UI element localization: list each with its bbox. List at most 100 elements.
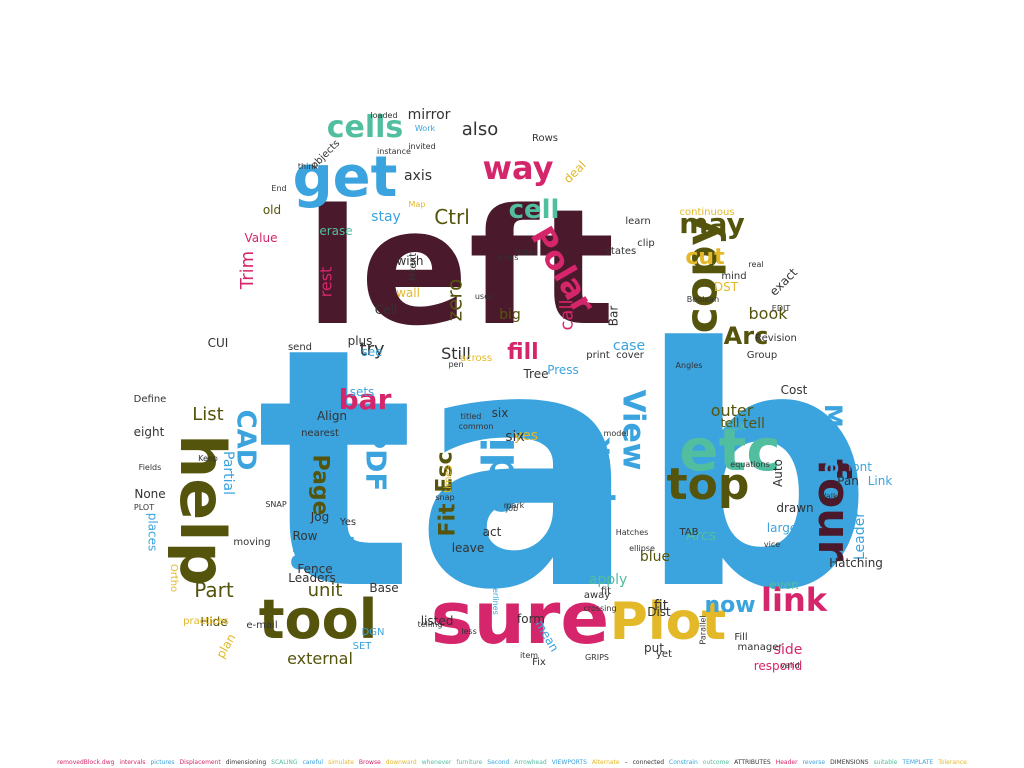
footer-word-22: reverse	[802, 759, 826, 766]
cloud-word-34: fill	[507, 340, 539, 365]
footer-word-19: outcome	[702, 759, 730, 766]
cloud-word-165: mark	[503, 501, 525, 510]
cloud-word-119: Fill	[734, 632, 748, 643]
cloud-word-84: Link	[867, 474, 893, 488]
cloud-word-107: Dist	[647, 605, 671, 619]
cloud-word-64: Cost	[780, 383, 808, 397]
cloud-word-80: None	[134, 487, 166, 501]
cloud-word-121: Tree	[523, 367, 549, 381]
cloud-word-65: case	[612, 338, 646, 354]
cloud-word-177: think	[297, 162, 319, 171]
cloud-word-71: six	[505, 429, 525, 445]
cloud-word-44: side	[773, 642, 803, 658]
cloud-word-27: Part	[194, 578, 234, 602]
cloud-word-50: call	[556, 299, 577, 331]
cloud-word-38: List	[192, 404, 224, 425]
cloud-word-174: EDIT	[771, 304, 791, 313]
cloud-word-149: learn	[625, 216, 651, 227]
cloud-word-86: even	[769, 578, 799, 592]
cloud-word-32: also	[461, 119, 499, 140]
cloud-word-19: link	[761, 581, 827, 619]
cloud-word-63: tell	[743, 416, 765, 432]
cloud-word-41: mirror	[407, 107, 451, 123]
cloud-word-102: Yes	[339, 517, 357, 528]
cloud-word-59: places	[144, 512, 159, 552]
cloud-word-26: now	[704, 593, 756, 618]
cloud-word-66: Auto	[771, 459, 785, 487]
cloud-word-151: GRIPS	[584, 653, 610, 662]
cloud-word-60: Partial	[220, 451, 236, 495]
cloud-word-127: clip	[637, 238, 655, 249]
cloud-word-58: Hide	[200, 615, 228, 629]
cloud-word-7: etc	[679, 416, 781, 484]
cloud-word-57: drawn	[776, 501, 814, 515]
cloud-word-1: left	[305, 174, 615, 361]
cloud-word-132: SET	[352, 641, 372, 652]
cloud-word-61: Row	[292, 529, 318, 543]
cloud-word-46: Arcs	[685, 528, 717, 544]
cloud-word-5: tool	[258, 588, 378, 651]
cloud-word-20: may	[679, 207, 745, 240]
cloud-word-168: pen	[448, 360, 464, 369]
cloud-word-162: times	[443, 465, 454, 493]
cloud-word-51: try	[359, 339, 385, 360]
cloud-word-126: mind	[721, 271, 747, 282]
cloud-word-124: continuous	[679, 207, 735, 218]
cloud-word-17: pick	[582, 437, 616, 503]
cloud-word-83: Fence	[297, 562, 333, 576]
cloud-word-146: Map	[408, 200, 426, 209]
cloud-word-103: moving	[233, 537, 271, 548]
cloud-word-137: manager	[737, 642, 783, 653]
cloud-word-96: yes	[513, 428, 539, 444]
footer-word-21: Header	[775, 759, 798, 766]
cloud-word-178: End	[271, 184, 287, 193]
cloud-word-77: axis	[403, 168, 433, 184]
cloud-word-76: DST	[713, 280, 739, 294]
footer-word-11: furniture	[456, 759, 483, 766]
cloud-word-92: Leaders	[288, 571, 336, 585]
cloud-word-170: Centerlines	[491, 569, 500, 615]
footer-word-10: whenever	[421, 759, 452, 766]
cloud-word-133: SNAP	[265, 500, 287, 509]
cloud-word-120: TAB	[679, 527, 699, 538]
cloud-word-18: PDF	[358, 428, 392, 492]
cloud-word-40: Size	[299, 413, 337, 434]
cloud-word-2: sure	[430, 576, 610, 660]
cloud-word-52: Cell	[374, 303, 398, 317]
cloud-word-152: Hatches	[615, 528, 649, 537]
cloud-word-115: nearest	[301, 428, 339, 439]
cloud-word-163: snap	[435, 493, 455, 502]
cloud-word-150: Boolean	[686, 295, 720, 304]
cloud-word-31: zero	[441, 278, 466, 322]
cloud-word-166: icons	[497, 253, 519, 262]
cloud-word-134: PLOT	[133, 503, 155, 512]
footer-word-1: intervals	[119, 759, 146, 766]
footer-word-7: simulate	[328, 759, 354, 766]
cloud-word-105: Group	[746, 350, 778, 361]
footer-word-17: connected	[632, 759, 665, 766]
cloud-word-0: tab	[256, 278, 874, 662]
cloud-word-117: tell	[720, 416, 740, 430]
cloud-word-12: ask	[289, 530, 371, 579]
cloud-word-155: Walk	[818, 492, 838, 501]
cloud-word-8: top	[666, 459, 750, 510]
cloud-word-129: across	[459, 353, 493, 364]
cloud-word-45: blue	[639, 549, 671, 565]
footer-word-6: careful	[302, 759, 324, 766]
cloud-word-13: way	[482, 149, 554, 187]
footer-word-0: removedBlock.dwg	[57, 759, 115, 766]
cloud-word-24: cell	[508, 195, 560, 225]
cloud-word-175: real	[748, 260, 764, 269]
cloud-word-95: form	[517, 612, 545, 626]
footer-word-24: suitable	[873, 759, 898, 766]
footer-word-3: Displacement	[179, 759, 221, 766]
cloud-word-160: titled	[460, 412, 482, 421]
cloud-word-69: put	[644, 641, 664, 655]
cloud-word-6: get	[292, 145, 398, 210]
cloud-word-164: job	[505, 504, 519, 513]
footer-word-15: Alternate	[591, 759, 620, 766]
cloud-word-108: away	[583, 590, 611, 601]
cloud-word-143: invited	[408, 142, 436, 151]
cloud-word-172: less	[461, 627, 477, 636]
cloud-word-116: six	[491, 406, 509, 420]
